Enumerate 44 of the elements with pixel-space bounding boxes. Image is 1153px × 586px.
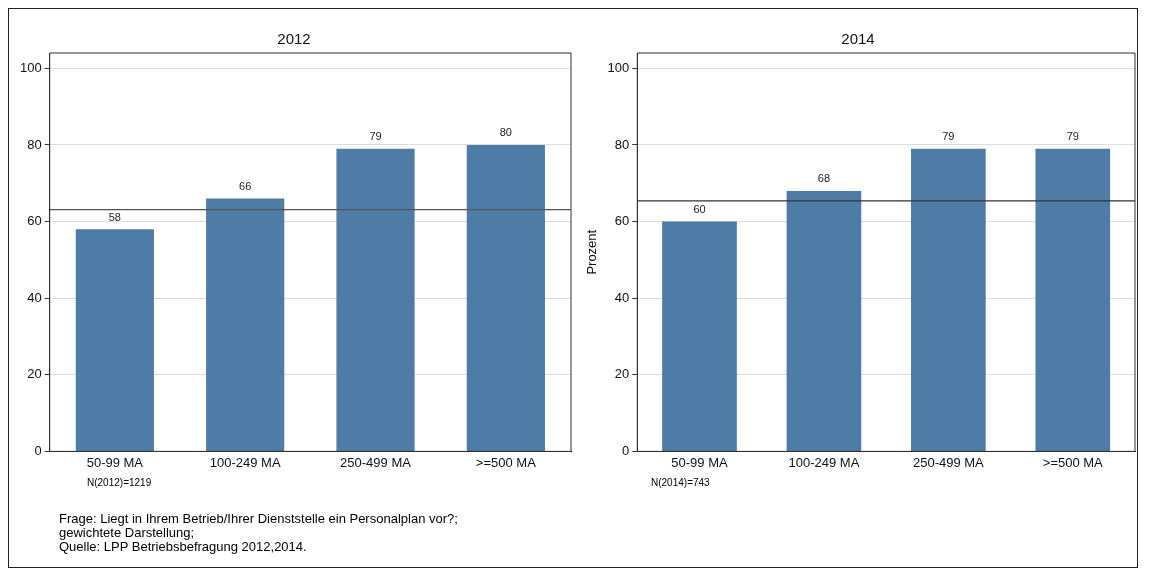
y-tick-label: 80 — [27, 136, 42, 152]
x-tick-label: 250-499 MA — [912, 454, 985, 470]
source-note: Quelle: LPP Betriebsbefragung 2012,2014. — [59, 539, 308, 554]
bar — [206, 198, 285, 451]
y-tick-label: 60 — [614, 213, 630, 229]
data-label: 79 — [369, 130, 382, 143]
y-tick-label: 20 — [614, 366, 630, 382]
bar — [786, 190, 862, 451]
data-label: 79 — [1066, 130, 1079, 143]
y-tick-label: 40 — [27, 289, 42, 305]
text: gewichtete Darstellung; — [59, 525, 196, 540]
x-tick-label: 50-99 MA — [86, 454, 144, 470]
y-axis-title: Prozent — [584, 229, 600, 275]
chart-title: 2014 — [841, 30, 875, 48]
x-tick-label: >=500 MA — [1042, 454, 1104, 470]
y-tick-label: 40 — [614, 289, 630, 305]
data-label: 60 — [693, 203, 706, 216]
x-tick-label: 100-249 MA — [209, 454, 281, 470]
y-tick-label: 80 — [614, 136, 630, 152]
data-label: 58 — [108, 210, 121, 223]
bar — [75, 229, 154, 451]
y-tick-label: 60 — [27, 213, 42, 229]
text: Frage: Liegt in Ihrem Betrieb/Ihrer Dienststelle ein Personalplan vor?; — [59, 511, 459, 526]
y-tick-label: 0 — [34, 442, 42, 458]
data-label: 80 — [499, 126, 512, 139]
x-tick-label: 50-99 MA — [671, 454, 729, 470]
y-tick-label: 0 — [622, 442, 630, 458]
chart-title: 2012 — [277, 30, 311, 48]
data-label: 79 — [942, 130, 955, 143]
x-tick-label: 250-499 MA — [340, 454, 412, 470]
bar — [336, 148, 415, 451]
data-label: 66 — [239, 180, 252, 193]
bar — [466, 144, 545, 451]
x-tick-label: 100-249 MA — [788, 454, 860, 470]
bar — [662, 221, 737, 451]
y-tick-label: 100 — [607, 59, 630, 75]
data-label: 68 — [817, 172, 831, 185]
text: N(2012)=1219 — [87, 477, 153, 488]
bar — [1035, 148, 1111, 451]
bar — [911, 148, 986, 451]
text: N(2014)=743 — [651, 477, 711, 488]
x-tick-label: >=500 MA — [475, 454, 537, 470]
y-tick-label: 20 — [27, 366, 42, 382]
y-tick-label: 100 — [19, 59, 42, 75]
